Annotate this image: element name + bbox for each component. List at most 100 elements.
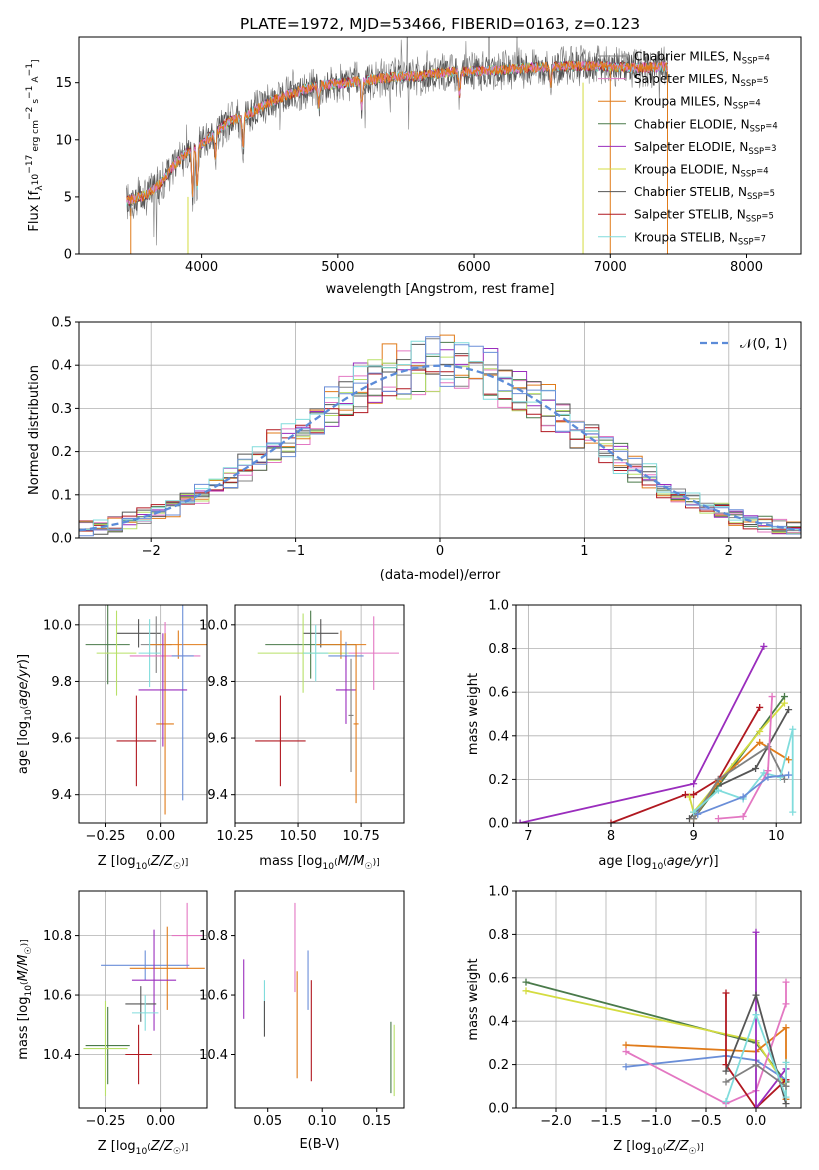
weight-series-line (718, 696, 773, 820)
age-vs-Z-ylabel-part: )] (16, 654, 31, 664)
errorbar-point (125, 986, 157, 1022)
y-tick-label: 0.6 (488, 686, 509, 701)
weight-point-marker (722, 989, 730, 997)
legend-entry-part: Salpeter STELIB, N (634, 208, 746, 222)
x-tick-label: 6000 (458, 260, 491, 275)
panel-age_vs_Z: −0.25 0.009.49.69.810.0Z [log10(Z/Z☉)]age… (16, 604, 208, 872)
weight-point-marker (789, 808, 797, 816)
weight-series (694, 771, 793, 818)
legend-entry: Kroupa MILES, NSSP=4 (634, 95, 761, 111)
axes-frame (78, 604, 208, 824)
legend-entry-part: SSP (741, 78, 757, 88)
panel-weights_vs_age: 7 8 9 10 0.0 0.2 0.4 0.6 0.8 1.0 mass weight age [l… (466, 599, 802, 872)
legend-entry-part: Chabrier ELODIE, N (634, 117, 750, 131)
spectrum-ylabel-part: erg cm (31, 120, 41, 155)
y-tick-label: 9.8 (51, 675, 72, 690)
weight-point-marker (768, 693, 776, 701)
legend-entry-part: =7 (754, 233, 766, 243)
y-tick-label: 15 (55, 76, 72, 91)
y-tick-label: 10 (55, 133, 72, 148)
mass-vs-Z-ylabel-part: 10 (24, 985, 34, 997)
plot-area-spectrum (126, 37, 668, 254)
legend-entry-part: =4 (765, 120, 777, 130)
y-tick-label: 0.2 (51, 445, 72, 460)
weight-point-marker (782, 1100, 790, 1108)
gaussian-reference-line (79, 364, 801, 532)
x-tick-label: 7000 (594, 260, 627, 275)
weight-point-marker (780, 693, 788, 701)
axes-frame-weights_vs_age: 7 8 9 10 0.0 0.2 0.4 0.6 0.8 1.0 mass weight age [l… (466, 599, 802, 872)
axes-frame-age_vs_mass: 10.25 10.50 10.75 9.4 9.6 9.8 10.0 mass [log10(… (199, 604, 405, 872)
weights-vs-age-xlabel-part: age [log (598, 854, 651, 869)
errorbar-point (138, 619, 161, 688)
mass-vs-Z-ylabel-part: )] (20, 939, 30, 946)
legend-entry-part: Kroupa ELODIE, N (634, 163, 741, 177)
y-tick-label: 10.8 (199, 929, 228, 944)
axes-frame (234, 604, 405, 824)
residuals-ylabel: Normed distribution (27, 365, 42, 495)
mass-vs-Z-ylabel-part: ☉ (24, 946, 34, 954)
plot-area-weights_vs_Z (522, 928, 790, 1108)
age-vs-Z-ylabel: age [log10(age/yr)] (16, 654, 34, 774)
weight-series-line (725, 1013, 787, 1102)
y-tick-label: 0.2 (488, 1058, 509, 1073)
weight-point-marker (782, 1024, 790, 1032)
y-tick-label: 0.5 (51, 316, 72, 331)
x-tick-label: −0.25 (86, 1114, 126, 1129)
x-tick-label: 8000 (730, 260, 763, 275)
axis-label-Z-part: )] (697, 1143, 704, 1153)
spectrum-ylabel-part: s (31, 99, 41, 107)
mass-vs-Z-ylabel: mass [log10(M/M☉)] (16, 939, 34, 1059)
weight-point-marker (752, 991, 760, 999)
x-tick-label: 0.00 (146, 829, 175, 844)
plot-area-residuals (79, 334, 801, 537)
histogram-series-line (79, 336, 801, 537)
x-tick-label: 0.0 (746, 1114, 767, 1129)
x-tick-label: 10.25 (216, 829, 253, 844)
weight-point-marker (622, 1048, 630, 1056)
errorbar-point (116, 619, 161, 648)
weight-point-marker (522, 987, 530, 995)
errorbar-point (156, 633, 174, 815)
mass-vs-Z-ylabel-part: M/M (16, 955, 31, 982)
legend-entry-part: SSP (741, 169, 757, 179)
age-vs-Z-ylabel-part: 10 (24, 709, 34, 721)
axis-label-Z-part: ( (147, 858, 151, 868)
axis-label-Z-part: Z/Z (150, 1139, 174, 1154)
y-tick-label: 0.8 (488, 928, 509, 943)
weight-point-marker (690, 791, 698, 799)
y-tick-label: 0.4 (488, 1015, 509, 1030)
weight-point-marker (752, 1104, 760, 1108)
weight-point-marker (782, 1000, 790, 1008)
errorbar-point (255, 695, 306, 787)
weight-point-marker (780, 699, 788, 707)
legend-entry-part: SSP (750, 123, 766, 133)
legend-entry-part: Salpeter ELODIE, N (634, 140, 748, 154)
age-vs-Z-ylabel-part: age/yr (16, 662, 31, 705)
legend-entry-part: =5 (763, 188, 775, 198)
weight-point-marker (752, 1061, 760, 1069)
errorbar-point (85, 605, 130, 685)
legend-entry: 𝒩(0, 1) (740, 337, 787, 352)
legend-entry: Chabrier ELODIE, NSSP=4 (634, 117, 778, 133)
spectrum-ylabel-part: ] (31, 59, 41, 63)
y-tick-label: 0.4 (488, 729, 509, 744)
weight-point-marker (764, 767, 772, 775)
x-tick-label: 1 (580, 544, 588, 559)
x-tick-label: 10.50 (279, 829, 316, 844)
x-tick-label: 4000 (185, 260, 218, 275)
legend-entry-part: SSP (742, 56, 758, 66)
errorbar-point (96, 610, 137, 696)
weight-point-marker (785, 771, 793, 779)
y-tick-label: 0.4 (51, 359, 72, 374)
errorbar-point (303, 619, 339, 648)
spectrum-ylabel-part: λ (35, 185, 45, 191)
x-tick-label: −0.5 (690, 1114, 722, 1129)
x-tick-label: 10 (768, 829, 785, 844)
axis-label-Z-part: )] (181, 1143, 188, 1153)
axes-frame-spectrum: 4000 5000 6000 7000 8000 0 5 10 15 wavelength [An… (25, 36, 802, 297)
panel-age_vs_mass: 10.25 10.50 10.75 9.4 9.6 9.8 10.0 mass [log10(… (199, 604, 405, 872)
legend-entry-part: Chabrier STELIB, N (634, 185, 747, 199)
plot-area-age_vs_Z (85, 605, 207, 815)
